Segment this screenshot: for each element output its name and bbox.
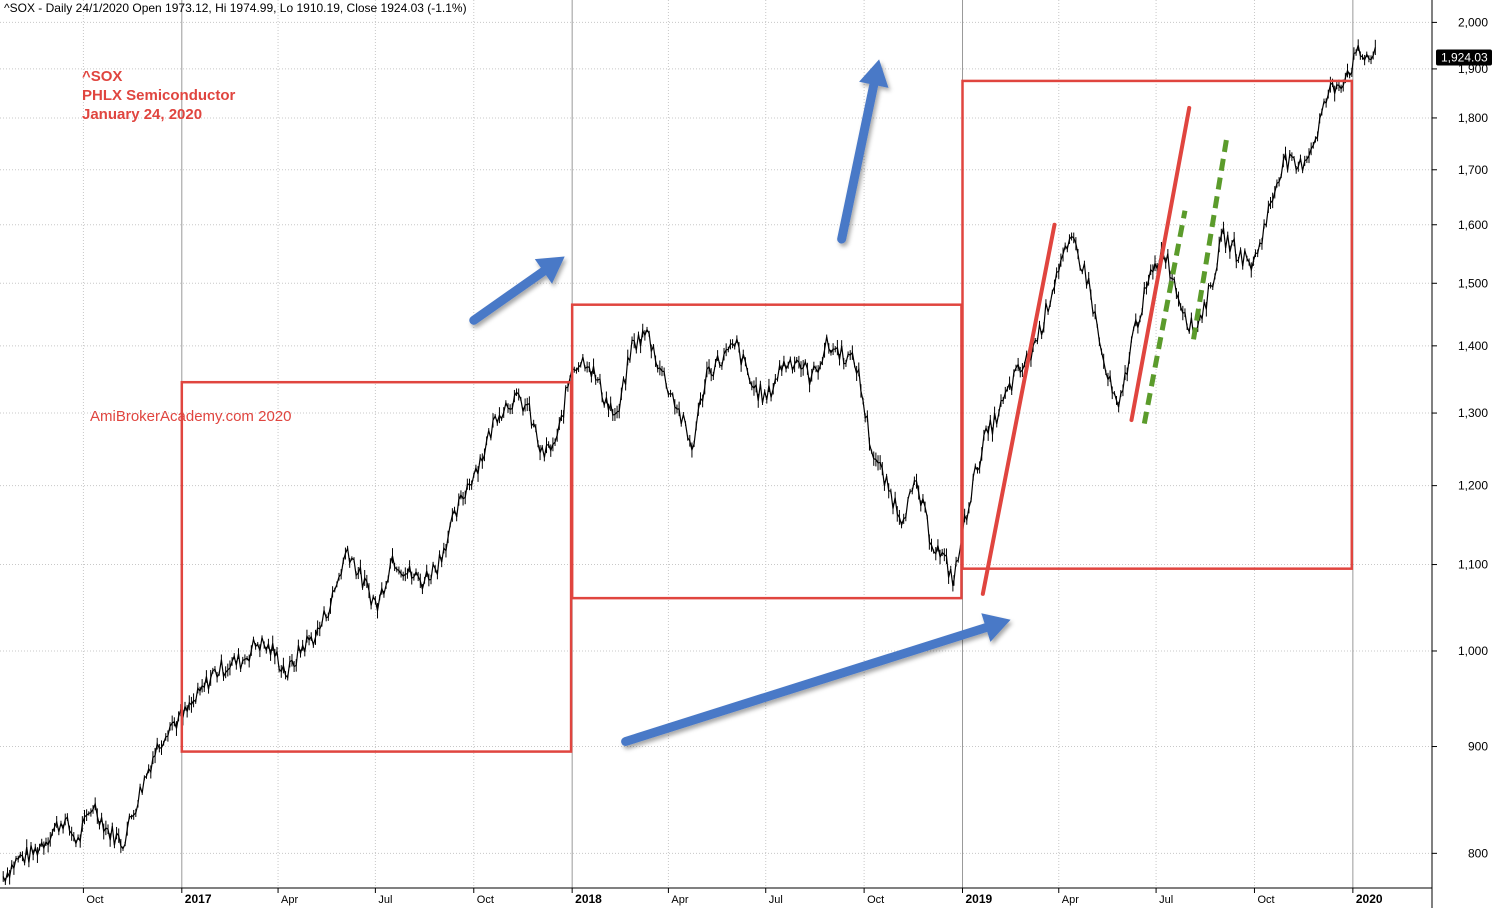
x-tick-label: 2018 [575, 892, 602, 906]
last-price-label: 1,924.03 [1441, 51, 1488, 65]
y-tick-label: 1,100 [1458, 558, 1488, 572]
annotation-block: ^SOX PHLX Semiconductor January 24, 2020 [82, 67, 235, 124]
y-tick-label: 1,300 [1458, 406, 1488, 420]
y-tick-label: 900 [1468, 740, 1488, 754]
blue-arrow [837, 59, 889, 244]
x-tick-label: Jul [378, 894, 392, 906]
x-tick-label: Oct [86, 894, 103, 906]
x-tick-label: Oct [477, 894, 494, 906]
x-tick-label: Apr [671, 894, 688, 906]
blue-arrow-shaft [837, 80, 879, 244]
watermark: AmiBrokerAcademy.com 2020 [90, 408, 292, 425]
price-line [2, 45, 1376, 884]
y-tick-label: 1,400 [1458, 339, 1488, 353]
x-tick-label: 2017 [185, 892, 212, 906]
y-tick-label: 1,700 [1458, 163, 1488, 177]
blue-arrow-shaft [621, 623, 991, 747]
y-tick-label: 800 [1468, 846, 1488, 860]
trend-lines [980, 105, 1230, 596]
x-tick-label: Apr [281, 894, 298, 906]
red-trend-line [1129, 105, 1192, 423]
chart-header: ^SOX - Daily 24/1/2020 Open 1973.12, Hi … [4, 1, 467, 15]
price-series [2, 39, 1376, 885]
blue-arrow-head [981, 613, 1011, 642]
annotation-date: January 24, 2020 [82, 106, 203, 123]
red-trend-line [980, 222, 1057, 596]
grid [0, 0, 1432, 888]
x-tick-label: 2020 [1356, 892, 1383, 906]
x-tick-label: Oct [867, 894, 884, 906]
blue-arrow-head [859, 59, 889, 88]
annotation-name: PHLX Semiconductor [82, 87, 236, 104]
direction-arrows [469, 59, 1011, 747]
y-tick-label: 1,800 [1458, 111, 1488, 125]
y-tick-label: 1,000 [1458, 644, 1488, 658]
y-tick-label: 1,200 [1458, 479, 1488, 493]
y-tick-label: 1,600 [1458, 218, 1488, 232]
green-trend-line [1191, 137, 1230, 340]
blue-arrow [469, 256, 565, 325]
x-tick-label: Apr [1062, 894, 1079, 906]
blue-arrow-head [534, 256, 565, 284]
range-box [180, 380, 573, 753]
price-label-group: 1,924.03 [1436, 49, 1492, 66]
x-tick-label: 2019 [966, 892, 993, 906]
range-box [961, 79, 1354, 570]
range-boxes [180, 79, 1354, 753]
last-price-badge [1436, 49, 1492, 66]
x-tick-label: Jul [1159, 894, 1173, 906]
annotation-symbol: ^SOX [82, 68, 123, 85]
blue-arrow-shaft [469, 266, 548, 325]
green-trend-line [1141, 210, 1188, 425]
x-tick-label: Jul [769, 894, 783, 906]
blue-arrow [621, 613, 1011, 747]
x-tick-label: Oct [1257, 894, 1274, 906]
y-tick-label: 2,000 [1458, 15, 1488, 29]
y-tick-label: 1,500 [1458, 276, 1488, 290]
